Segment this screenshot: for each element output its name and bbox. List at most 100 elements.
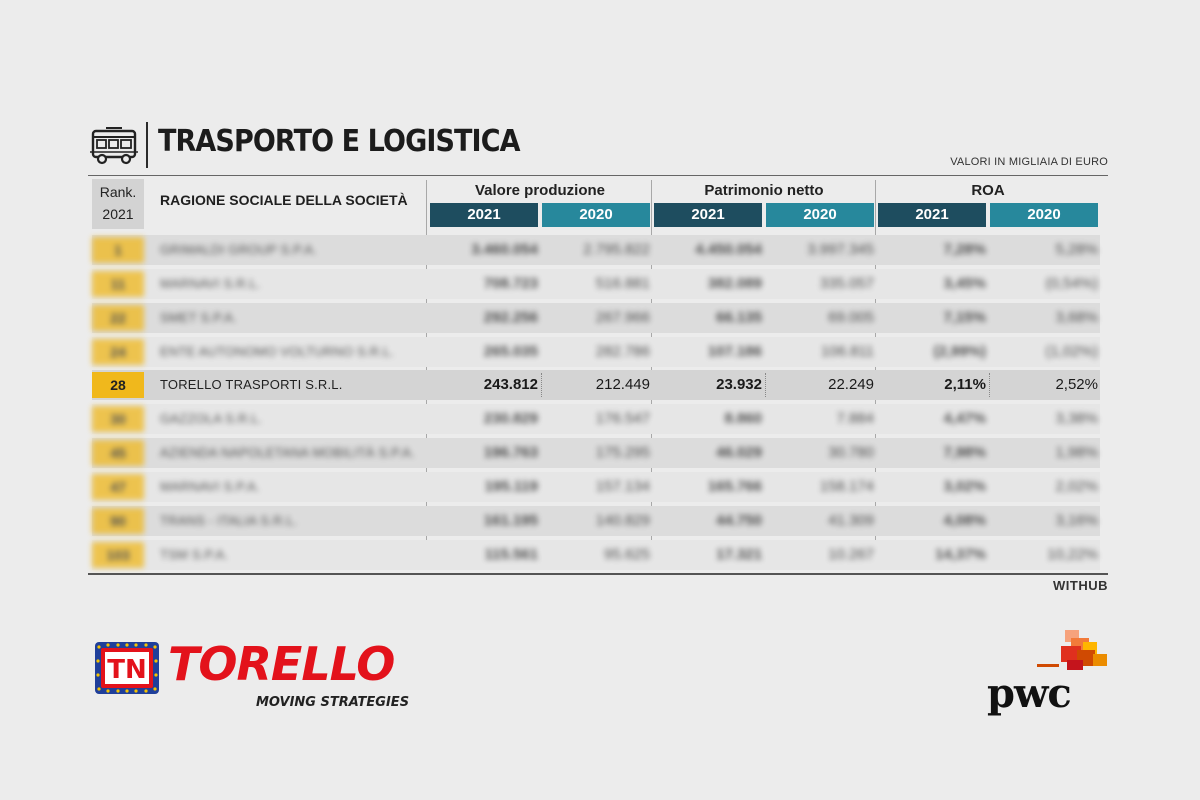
year-header-2020: 2020: [990, 203, 1098, 227]
table-row: 22 SMET S.P.A. 292.256 267.966 66.135 69…: [92, 303, 1100, 333]
table-row: 30 GAZZOLA S.R.L. 230.829 176.547 8.860 …: [92, 404, 1100, 434]
company-name: AZIENDA NAPOLETANA MOBILITÀ S.P.A.: [160, 445, 415, 460]
source-credit: WITHUB: [1053, 578, 1108, 593]
company-name: GAZZOLA S.R.L.: [160, 411, 263, 426]
valore-produzione-2021: 195.119: [484, 478, 538, 495]
rank-badge: 30: [92, 406, 144, 432]
units-note: VALORI IN MIGLIAIA DI EURO: [950, 156, 1108, 168]
roa-2020: 3,16%: [1055, 512, 1098, 529]
year-header-2021: 2021: [878, 203, 986, 227]
svg-text:TN: TN: [107, 655, 147, 685]
patrimonio-netto-2020: 69.005: [828, 309, 874, 326]
group-header-roa: ROA: [971, 182, 1005, 199]
valore-produzione-2021: 292.256: [483, 309, 538, 326]
patrimonio-netto-2021: 382.089: [707, 275, 762, 292]
patrimonio-netto-2021: 46.029: [716, 444, 762, 461]
roa-2021: 3,02%: [943, 478, 986, 495]
valore-produzione-2020: 140.829: [595, 512, 650, 529]
company-name: GRIMALDI GROUP S.P.A.: [160, 242, 317, 257]
company-name: SMET S.P.A.: [160, 310, 237, 325]
valore-produzione-2021: 161.195: [483, 512, 538, 529]
patrimonio-netto-2021: 165.766: [707, 478, 762, 495]
table-row: 1 GRIMALDI GROUP S.P.A. 3.460.054 2.795.…: [92, 235, 1100, 265]
valore-produzione-2020: 175.295: [595, 444, 650, 461]
group-header-valore-produzione: Valore produzione: [474, 182, 606, 199]
patrimonio-netto-2020: 30.780: [828, 444, 874, 461]
torello-wordmark: TORELLO: [168, 637, 395, 691]
page-title: TRASPORTO E LOGISTICA: [158, 124, 521, 159]
company-name: MARNAVI S.R.L.: [160, 276, 261, 291]
table-row: 24 ENTE AUTONOMO VOLTURNO S.R.L. 265.035…: [92, 337, 1100, 367]
patrimonio-netto-2021: 8.860: [724, 410, 762, 427]
valore-produzione-2020: 212.449: [595, 376, 650, 393]
section-header: TRASPORTO E LOGISTICA VALORI IN MIGLIAIA…: [88, 118, 1108, 174]
roa-2020: 2,02%: [1055, 478, 1098, 495]
valore-produzione-2020: 2.795.822: [583, 241, 650, 258]
table-row: 11 MARNAVI S.R.L. 708.723 516.881 382.08…: [92, 269, 1100, 299]
torello-logo: TN TORELLO MOVING STRATEGIES: [94, 637, 444, 717]
roa-2020: (1,02%): [1045, 343, 1098, 360]
patrimonio-netto-2020: 335.057: [819, 275, 874, 292]
torello-badge-icon: TN: [95, 642, 159, 694]
valore-produzione-2021: 3.460.054: [471, 241, 538, 258]
roa-2021: 7,28%: [943, 241, 986, 258]
rank-badge: 24: [92, 339, 144, 365]
rank-badge: 22: [92, 305, 144, 331]
valore-produzione-2020: 95.625: [604, 546, 650, 563]
valore-produzione-2021: 115.561: [484, 546, 538, 563]
roa-2021: 7,15%: [943, 309, 986, 326]
company-name: MARNAVI S.P.A.: [160, 479, 260, 494]
roa-2021: (2,99%): [933, 343, 986, 360]
top-rule: [88, 175, 1108, 176]
pwc-blocks-icon: [1037, 630, 1107, 670]
roa-2021: 7,98%: [943, 444, 986, 461]
company-column-header: RAGIONE SOCIALE DELLA SOCIETÀ: [160, 192, 408, 208]
valore-produzione-2020: 157.134: [595, 478, 650, 495]
patrimonio-netto-2021: 17.321: [716, 546, 762, 563]
valore-produzione-2021: 230.829: [483, 410, 538, 427]
patrimonio-netto-2020: 158.174: [819, 478, 874, 495]
rank-badge: 103: [92, 542, 144, 568]
valore-produzione-2021: 708.723: [483, 275, 538, 292]
roa-2021: 4,47%: [943, 410, 986, 427]
company-name: TRANS - ITALIA S.R.L.: [160, 513, 298, 528]
bottom-rule: [88, 573, 1108, 575]
rank-badge: 11: [92, 271, 144, 297]
roa-2020: (0,54%): [1045, 275, 1098, 292]
table-row: 45 AZIENDA NAPOLETANA MOBILITÀ S.P.A. 19…: [92, 438, 1100, 468]
rank-column-header: Rank. 2021: [92, 179, 144, 229]
roa-2020: 2,52%: [1055, 376, 1098, 393]
roa-2021: 4,08%: [943, 512, 986, 529]
roa-2020: 5,28%: [1055, 241, 1098, 258]
rank-badge: 28: [92, 372, 144, 398]
patrimonio-netto-2020: 41.309: [828, 512, 874, 529]
valore-produzione-2020: 516.881: [595, 275, 650, 292]
roa-2020: 3,68%: [1055, 309, 1098, 326]
year-header-2020: 2020: [766, 203, 874, 227]
patrimonio-netto-2021: 107.186: [707, 343, 762, 360]
patrimonio-netto-2021: 66.135: [716, 309, 762, 326]
torello-tagline: MOVING STRATEGIES: [256, 695, 410, 710]
patrimonio-netto-2020: 22.249: [828, 376, 874, 393]
valore-produzione-2021: 265.035: [483, 343, 538, 360]
patrimonio-netto-2021: 23.932: [716, 376, 762, 393]
table-row: 90 TRANS - ITALIA S.R.L. 161.195 140.829…: [92, 506, 1100, 536]
patrimonio-netto-2020: 7.884: [836, 410, 874, 427]
group-header-patrimonio-netto: Patrimonio netto: [704, 182, 824, 199]
pwc-logo: pwc: [985, 628, 1115, 728]
company-name: TORELLO TRASPORTI S.R.L.: [160, 377, 343, 392]
patrimonio-netto-2021: 4.450.054: [695, 241, 762, 258]
rank-label: Rank.: [99, 184, 137, 200]
table-row: 47 MARNAVI S.P.A. 195.119 157.134 165.76…: [92, 472, 1100, 502]
rank-year: 2021: [102, 206, 134, 222]
table-row: 103 TSM S.P.A. 115.561 95.625 17.321 10.…: [92, 540, 1100, 570]
rank-badge: 1: [92, 237, 144, 263]
dotted-separator: [989, 373, 990, 397]
valore-produzione-2020: 282.786: [595, 343, 650, 360]
table-row-highlighted: 28 TORELLO TRASPORTI S.R.L. 243.812 212.…: [92, 370, 1100, 400]
valore-produzione-2020: 176.547: [595, 410, 650, 427]
rank-badge: 45: [92, 440, 144, 466]
pwc-wordmark: pwc: [987, 670, 1072, 717]
valore-produzione-2020: 267.966: [595, 309, 650, 326]
rank-badge: 90: [92, 508, 144, 534]
